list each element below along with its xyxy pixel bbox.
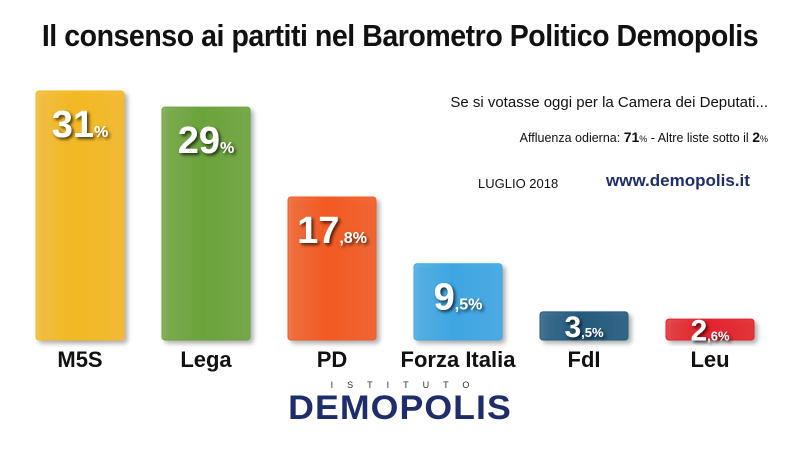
category-label: FdI [568, 347, 601, 372]
turnout-prefix: Affluenza odierna: [519, 131, 624, 145]
threshold-value: 2 [752, 129, 760, 145]
bar-value-label: 9,5% [434, 277, 483, 319]
turnout-value: 71 [623, 129, 640, 145]
bar-value-label: 3,5% [564, 311, 604, 344]
logo-wordmark: DEMOPOLIS [288, 389, 512, 427]
threshold-unit: % [759, 134, 768, 144]
bar-value-label: 2,6% [690, 315, 730, 348]
bar-fdi [539, 311, 629, 341]
website-label: www.demopolis.it [606, 171, 750, 190]
bar-value-label: 17,8% [297, 210, 367, 252]
category-label: PD [317, 347, 348, 372]
category-label: M5S [57, 347, 102, 372]
chart-title: Il consenso ai partiti nel Barometro Pol… [41, 18, 759, 53]
bar-leu [665, 318, 755, 341]
demopolis-logo: ISTITUTO DEMOPOLIS [272, 380, 528, 426]
bar-value-label: 29% [178, 120, 235, 162]
turnout-note: Affluenza odierna: 71% - Altre liste sot… [380, 129, 768, 145]
turnout-middle: - Altre liste sotto il [647, 131, 753, 145]
bar-m5s [35, 90, 125, 341]
survey-month: LUGLIO 2018 [478, 176, 559, 191]
turnout-unit: % [639, 134, 648, 144]
bar-pd [287, 196, 377, 341]
bar-value-label: 31% [52, 104, 109, 146]
category-label: Leu [690, 347, 729, 372]
chart-subtitle: Se si votasse oggi per la Camera dei Dep… [450, 94, 768, 111]
bar-lega [161, 106, 251, 341]
category-label: Forza Italia [401, 347, 517, 372]
category-label: Lega [180, 347, 232, 372]
bar-forza-italia [413, 263, 503, 341]
logo-subtitle: ISTITUTO [330, 380, 484, 390]
